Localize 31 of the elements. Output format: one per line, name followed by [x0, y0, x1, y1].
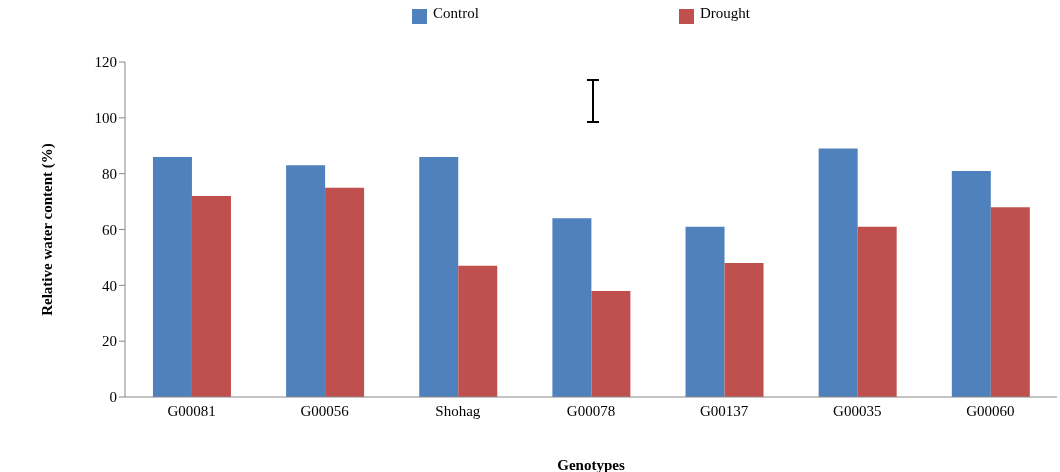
- y-tick-label: 120: [94, 54, 117, 71]
- y-axis-title: Relative water content (%): [39, 143, 57, 316]
- bar: [591, 290, 631, 397]
- bar: [990, 207, 1030, 397]
- y-tick-label: 0: [109, 389, 117, 406]
- bar: [325, 187, 365, 397]
- bar: [419, 156, 459, 397]
- bar: [286, 165, 326, 397]
- y-tick-label: 100: [94, 110, 117, 127]
- x-tick-label: G00081: [167, 402, 216, 419]
- bar: [552, 218, 592, 397]
- bar: [724, 263, 764, 397]
- bar: [191, 196, 231, 397]
- bar: [152, 156, 192, 397]
- y-tick-label: 80: [102, 165, 117, 182]
- bar: [458, 265, 498, 397]
- x-tick-label: G00035: [833, 402, 882, 419]
- x-tick-label: G00056: [300, 402, 350, 419]
- x-tick-label: G00078: [566, 402, 616, 419]
- y-tick-label: 60: [102, 221, 117, 238]
- bar: [857, 226, 897, 397]
- x-tick-label: G00060: [966, 402, 1015, 419]
- legend-label: Drought: [698, 5, 750, 23]
- bar: [818, 148, 858, 397]
- bar: [685, 226, 725, 397]
- legend-label: Control: [432, 5, 479, 23]
- y-tick-label: 40: [102, 277, 117, 294]
- x-tick-label: Shohag: [435, 402, 481, 419]
- x-tick-label: G00137: [699, 402, 749, 419]
- y-tick-label: 20: [102, 333, 117, 350]
- bar: [951, 170, 991, 397]
